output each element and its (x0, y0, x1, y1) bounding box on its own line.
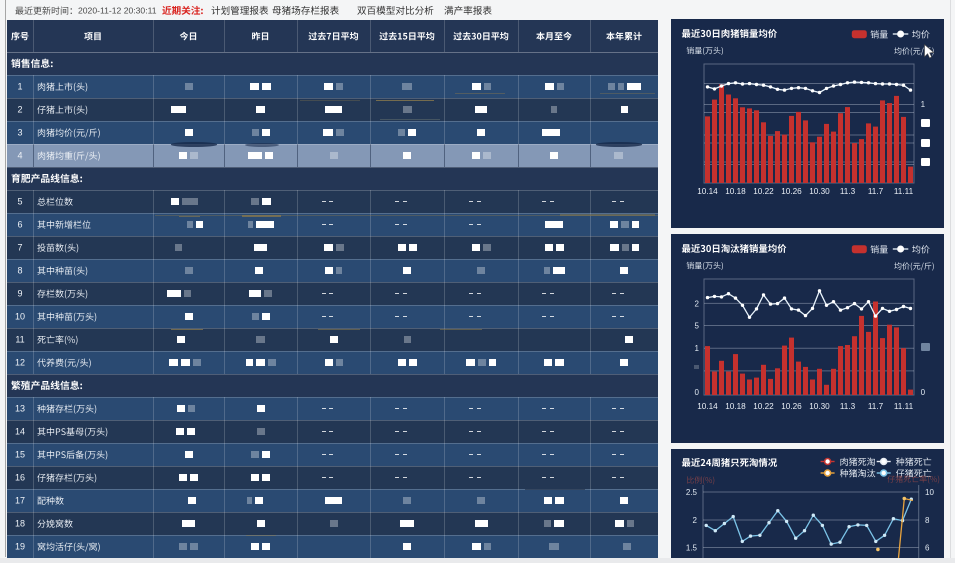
svg-text:11.11: 11.11 (894, 187, 914, 196)
svg-text:0: 0 (695, 388, 700, 397)
svg-text:3: 3 (17, 128, 22, 138)
svg-text:10.26: 10.26 (781, 402, 802, 411)
svg-text:6: 6 (17, 220, 22, 230)
svg-text:1.5: 1.5 (686, 544, 698, 553)
svg-text:8: 8 (17, 266, 22, 276)
svg-text:19: 19 (15, 542, 25, 552)
svg-text:10.26: 10.26 (781, 187, 802, 196)
svg-text:18: 18 (15, 519, 25, 529)
svg-text:5: 5 (17, 197, 22, 207)
svg-text:14: 14 (15, 427, 25, 437)
svg-text:4: 4 (17, 151, 22, 161)
svg-text:15: 15 (15, 450, 25, 460)
svg-text:0: 0 (921, 388, 926, 397)
svg-text:9: 9 (17, 289, 22, 299)
svg-text:10.22: 10.22 (753, 187, 774, 196)
svg-text:2: 2 (695, 299, 700, 308)
svg-text:1: 1 (695, 344, 700, 353)
svg-text:6: 6 (925, 544, 930, 553)
svg-text:11.7: 11.7 (868, 187, 884, 196)
svg-text:8: 8 (925, 516, 930, 525)
svg-text:11: 11 (15, 335, 24, 345)
svg-text:10.22: 10.22 (753, 402, 774, 411)
svg-text:10: 10 (15, 312, 25, 322)
svg-text:1: 1 (17, 82, 22, 92)
svg-text:7: 7 (17, 243, 22, 253)
svg-text:1: 1 (921, 100, 926, 109)
svg-text:10: 10 (925, 488, 934, 497)
svg-text:2: 2 (17, 105, 22, 115)
svg-text:17: 17 (15, 496, 25, 506)
svg-text:16: 16 (15, 473, 25, 483)
svg-text:12: 12 (15, 358, 25, 368)
svg-text:5: 5 (695, 322, 700, 331)
svg-text:13: 13 (15, 404, 25, 414)
svg-text:2: 2 (693, 516, 698, 525)
svg-text:11.11: 11.11 (894, 402, 914, 411)
svg-text:10.14: 10.14 (697, 187, 718, 196)
svg-text:10.18: 10.18 (725, 402, 746, 411)
svg-text:10.18: 10.18 (725, 187, 746, 196)
svg-text:11.3: 11.3 (840, 402, 856, 411)
svg-text:10.30: 10.30 (809, 402, 830, 411)
svg-text:10.30: 10.30 (809, 187, 830, 196)
svg-text:11.7: 11.7 (868, 402, 884, 411)
svg-text:11.3: 11.3 (840, 187, 856, 196)
svg-text:2.5: 2.5 (686, 488, 698, 497)
svg-text:2020-11-12 20:30:11: 2020-11-12 20:30:11 (78, 6, 157, 16)
svg-text:10.14: 10.14 (697, 402, 718, 411)
